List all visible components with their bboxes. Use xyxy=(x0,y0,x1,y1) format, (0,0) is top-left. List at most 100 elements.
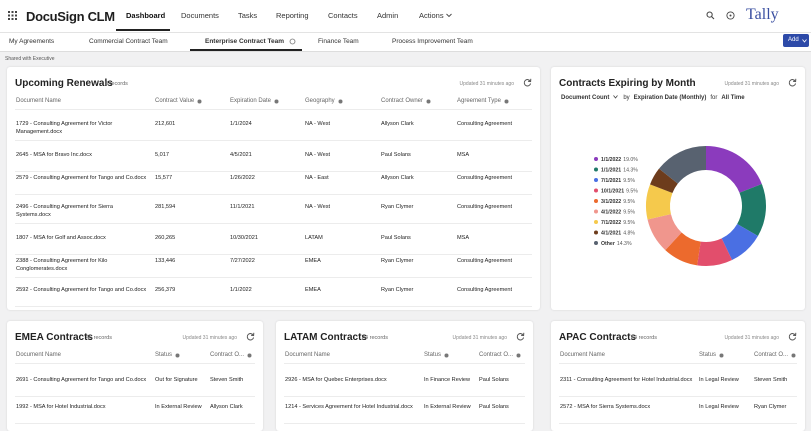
latam-panel: LATAM Contracts 44 records Updated 31 minu… xyxy=(276,321,533,431)
table-cell: 2645 - MSA for Bravo Inc.docx xyxy=(16,152,92,158)
table-cell: 11/1/2021 xyxy=(230,204,255,210)
nav-item[interactable]: Actions xyxy=(419,11,444,20)
tab[interactable]: Finance Team xyxy=(318,38,359,45)
nav-item[interactable]: Dashboard xyxy=(126,11,166,20)
nav-item[interactable]: Admin xyxy=(377,11,399,20)
sort-dot xyxy=(719,353,724,358)
range-select[interactable]: All Time xyxy=(721,95,745,101)
table-cell: Ryan Clymer xyxy=(381,204,414,210)
donut-segment[interactable] xyxy=(721,224,758,261)
column-header: Document Name xyxy=(560,352,606,358)
column-header: Agreement Type xyxy=(457,98,501,104)
nav-item[interactable]: Reporting xyxy=(276,11,309,20)
measure-select[interactable]: Document Count xyxy=(561,95,610,101)
donut-segment[interactable] xyxy=(646,184,673,220)
sort-dot xyxy=(504,99,509,104)
column-header: Geography xyxy=(305,98,335,104)
donut-chart: 1/1/2022 19.0%1/1/2021 14.3%7/1/2021 9.5%10… xyxy=(594,146,766,266)
sort-icon[interactable] xyxy=(426,99,431,104)
table-cell: 256,379 xyxy=(155,287,176,293)
table-cell: Consulting Agreement xyxy=(457,204,513,210)
legend-swatch xyxy=(594,230,598,235)
refresh-icon[interactable] xyxy=(516,332,525,341)
table-cell: In Legal Review xyxy=(699,377,739,383)
sort-icon[interactable] xyxy=(791,353,796,358)
sort-icon[interactable] xyxy=(338,99,343,104)
refresh-head xyxy=(792,332,797,337)
legend-swatch xyxy=(594,241,598,245)
row-line xyxy=(559,423,797,424)
active-underline xyxy=(190,49,302,51)
table-cell: 1214 - Services Agreement for Hotel Indu… xyxy=(285,404,413,410)
table-cell: NA - West xyxy=(305,204,331,210)
table-cell: In External Review xyxy=(155,404,202,410)
search-icon[interactable] xyxy=(706,11,715,20)
dimension-select[interactable]: Expiration Date (Monthly) xyxy=(633,95,707,101)
add-label: Add xyxy=(788,37,799,43)
tab[interactable]: Process Improvement Team xyxy=(392,38,473,45)
donut-segment[interactable] xyxy=(665,232,701,266)
row-line xyxy=(15,254,532,255)
table-cell: 2691 - Consulting Agreement for Tango an… xyxy=(16,377,147,383)
tab[interactable]: My Agreements xyxy=(9,38,55,45)
sort-icon[interactable] xyxy=(516,353,521,358)
add-button[interactable]: Add xyxy=(783,34,809,47)
table-cell: 4/5/2021 xyxy=(230,152,252,158)
refresh-arrow xyxy=(788,333,797,341)
nav-item[interactable]: Tasks xyxy=(238,11,258,20)
sort-icon[interactable] xyxy=(719,353,724,358)
refresh-icon[interactable] xyxy=(788,332,797,341)
column-header: Contract Owner xyxy=(381,98,424,104)
nav-item[interactable]: Contacts xyxy=(328,11,358,20)
table-cell: 1/1/2024 xyxy=(230,121,252,127)
donut-segment[interactable] xyxy=(697,238,733,266)
sort-icon[interactable] xyxy=(247,353,252,358)
table-cell: Ryan Clymer xyxy=(754,404,787,410)
tab[interactable]: Commercial Contract Team xyxy=(89,38,168,45)
table-cell: 260,265 xyxy=(155,235,176,241)
refresh-icon[interactable] xyxy=(246,332,255,341)
refresh-arrow xyxy=(516,333,525,341)
panel-title: APAC Contracts xyxy=(559,332,637,343)
legend-label: 1/1/2022 xyxy=(601,157,621,163)
sort-icon[interactable] xyxy=(197,99,202,104)
row-line xyxy=(284,423,525,424)
row-line xyxy=(15,277,532,278)
sort-icon[interactable] xyxy=(504,99,509,104)
by-label: by xyxy=(623,95,630,101)
apps-icon[interactable] xyxy=(8,11,17,20)
legend-value: 9.5% xyxy=(626,189,638,195)
refresh-icon[interactable] xyxy=(788,78,797,87)
sort-icon[interactable] xyxy=(444,353,449,358)
logo[interactable]: DocuSign CLM xyxy=(26,9,115,24)
donut-segment[interactable] xyxy=(650,168,678,193)
donut-segment[interactable] xyxy=(659,146,706,184)
refresh-icon[interactable] xyxy=(523,78,532,87)
table-cell: Consulting Agreement xyxy=(457,175,513,181)
legend-value: 19.0% xyxy=(623,157,638,163)
table-cell: Allyson Clark xyxy=(381,175,414,181)
sort-icon[interactable] xyxy=(274,99,279,104)
legend-value: 9.5% xyxy=(623,178,635,184)
table-cell: NA - West xyxy=(305,121,331,127)
table-cell: Steven Smith xyxy=(754,377,788,383)
donut-segment[interactable] xyxy=(737,183,766,236)
updated-time: Updated 31 minutes ago xyxy=(724,81,779,87)
help-icon[interactable] xyxy=(726,11,735,20)
sort-dot xyxy=(426,99,431,104)
table-cell: In Legal Review xyxy=(699,404,739,410)
record-count: 44 records xyxy=(362,335,388,341)
donut-segment[interactable] xyxy=(706,146,762,193)
nav-item[interactable]: Documents xyxy=(181,11,219,20)
table-cell: 2572 - MSA for Sierra Systems.docx xyxy=(560,404,651,410)
table-cell: MSA xyxy=(457,152,470,158)
row-line xyxy=(559,396,797,397)
donut-segment[interactable] xyxy=(647,214,682,251)
column-header: Document Name xyxy=(16,352,62,358)
table-cell: 5,017 xyxy=(155,152,169,158)
tab[interactable]: Enterprise Contract Team xyxy=(205,38,284,45)
header-line xyxy=(284,363,525,364)
column-header: Document Name xyxy=(16,98,62,104)
caret xyxy=(802,39,807,43)
sort-icon[interactable] xyxy=(175,353,180,358)
